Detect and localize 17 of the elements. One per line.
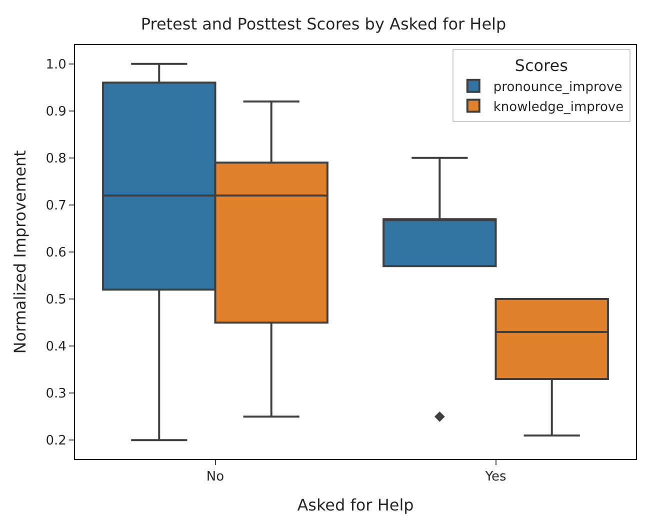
y-tick-label: 0.3 — [46, 386, 66, 402]
legend-label: knowledge_improve — [493, 100, 624, 115]
y-tick-label: 0.9 — [46, 104, 66, 120]
x-axis-title: Asked for Help — [297, 495, 414, 514]
chart-title: Pretest and Posttest Scores by Asked for Help — [140, 14, 506, 34]
y-axis-title: Normalized Improvement — [10, 150, 30, 354]
legend-label: pronounce_improve — [493, 80, 622, 95]
x-tick-label: No — [206, 470, 224, 485]
y-tick-label: 0.5 — [46, 292, 66, 308]
y-tick-label: 0.7 — [46, 198, 66, 214]
x-tick-label: Yes — [484, 470, 506, 485]
y-tick-label: 0.8 — [46, 151, 66, 166]
y-tick-label: 0.2 — [46, 434, 66, 449]
y-tick-label: 1.0 — [46, 57, 66, 72]
legend-title: Scores — [514, 56, 568, 75]
y-tick-label: 0.6 — [46, 246, 66, 261]
y-tick-label: 0.4 — [46, 340, 66, 355]
